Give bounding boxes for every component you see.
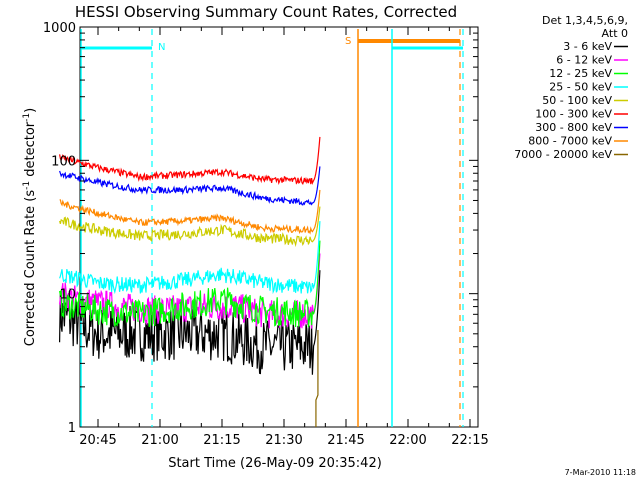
series-line-25-50kev: [59, 221, 321, 295]
x-tick-label: 21:30: [265, 433, 302, 448]
legend-label: 3 - 6 keV: [563, 40, 612, 53]
legend-header-attenuator: Att 0: [602, 27, 628, 40]
legend-label: 25 - 50 keV: [549, 81, 612, 94]
legend-header-detectors: Det 1,3,4,5,6,9,: [542, 14, 628, 27]
y-axis-label: Corrected Count Rate (s-1 detector-1): [22, 108, 38, 346]
legend-label: 50 - 100 keV: [542, 94, 612, 107]
legend-label: 12 - 25 keV: [549, 67, 612, 80]
legend-label: 100 - 300 keV: [535, 108, 612, 121]
legend-label: 6 - 12 keV: [556, 54, 612, 67]
flag-overlays: N S: [80, 29, 464, 427]
x-tick-label: 21:15: [203, 433, 240, 448]
x-tick-label: 22:15: [451, 433, 488, 448]
series-line-7000-20000kev: [315, 330, 319, 427]
y-tick-label: 1000: [43, 21, 76, 36]
x-tick-label: 20:45: [79, 433, 116, 448]
x-tick-label: 21:45: [327, 433, 364, 448]
x-axis: 20:45 21:00 21:15 21:30 21:45 22:00 22:15: [79, 27, 489, 448]
plot-frame: [79, 26, 479, 428]
y-tick-label: 100: [51, 154, 76, 169]
legend-label: 800 - 7000 keV: [528, 135, 612, 148]
legend-label: 300 - 800 keV: [535, 121, 612, 134]
x-tick-label: 21:00: [141, 433, 178, 448]
series-line-800-7000kev: [59, 189, 321, 235]
y-axis: 1 10 100 1000: [43, 21, 478, 436]
series-line-12-25kev: [59, 240, 321, 328]
annotation-s: S: [345, 36, 351, 47]
series-line-50-100kev: [59, 206, 321, 248]
x-axis-label: Start Time (26-May-09 20:35:42): [168, 456, 382, 471]
series-line-300-800kev: [59, 166, 321, 206]
annotation-n: N: [158, 42, 165, 53]
y-tick-label: 10: [59, 288, 76, 303]
series-layer: [59, 136, 321, 427]
series-line-100-300kev: [59, 136, 321, 186]
footer-date: 7-Mar-2010 11:18: [565, 468, 636, 477]
chart-title: HESSI Observing Summary Count Rates, Cor…: [75, 3, 457, 21]
x-tick-label: 22:00: [389, 433, 426, 448]
series-line-3-6kev: [59, 270, 321, 375]
legend-label: 7000 - 20000 keV: [514, 148, 612, 161]
y-tick-label: 1: [68, 421, 76, 436]
